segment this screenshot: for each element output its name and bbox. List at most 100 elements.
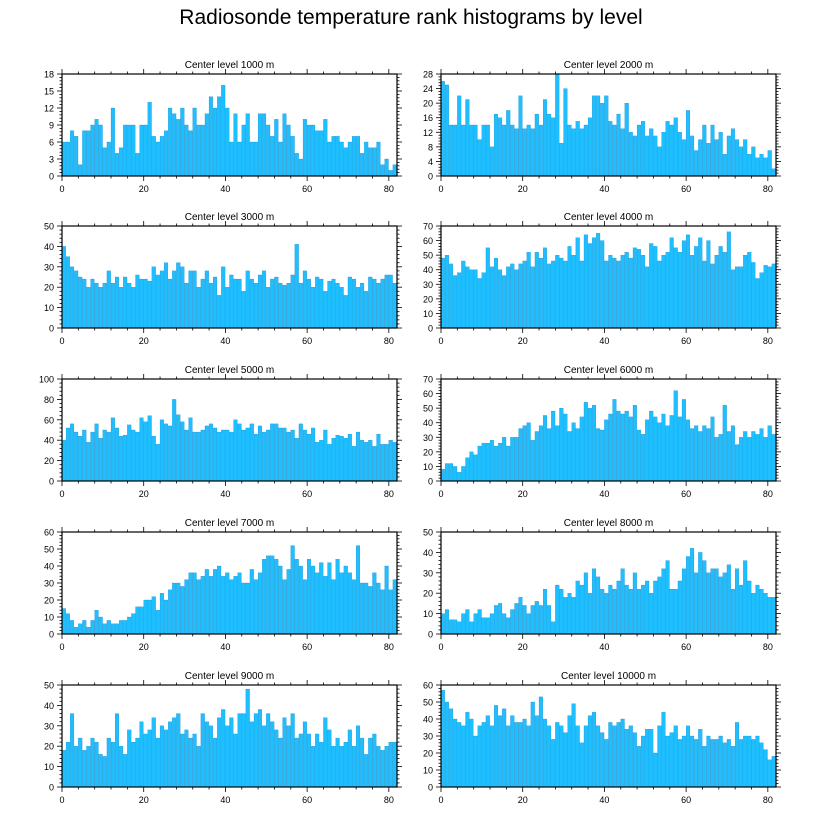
histogram-bar (90, 620, 95, 635)
histogram-bar (714, 437, 719, 482)
histogram-bar (217, 295, 222, 329)
histogram-bar (274, 423, 279, 482)
histogram-bar (74, 270, 79, 329)
histogram-bar (172, 113, 177, 177)
histogram-bar (702, 560, 707, 635)
histogram-bar (543, 415, 547, 482)
histogram-bar (710, 739, 715, 788)
histogram-bar (722, 572, 727, 635)
histogram-bar (78, 164, 83, 177)
histogram-bar (102, 147, 107, 177)
histogram-bar (714, 255, 719, 329)
histogram-bar (592, 712, 597, 788)
histogram-bar (604, 419, 609, 482)
histogram-bar (485, 124, 490, 177)
x-tick-label: 0 (59, 795, 64, 805)
x-tick-label: 60 (302, 795, 312, 805)
histogram-bar (645, 135, 650, 177)
histogram-bar (526, 252, 531, 329)
histogram-bar (192, 270, 197, 329)
x-tick-label: 40 (599, 642, 609, 652)
histogram-bar (274, 559, 279, 635)
histogram-bar (645, 580, 650, 635)
histogram-bar (233, 733, 238, 788)
y-tick-label: 50 (423, 698, 433, 708)
histogram-bar (351, 579, 356, 635)
y-tick-label: 0 (428, 630, 433, 640)
histogram-bar (164, 262, 168, 329)
x-tick-label: 40 (599, 795, 609, 805)
y-tick-label: 50 (44, 222, 54, 232)
histogram-bar (543, 588, 547, 635)
histogram-bar (114, 153, 119, 177)
histogram-bar (65, 741, 70, 788)
histogram-bar (685, 725, 690, 788)
histogram-bar (730, 425, 735, 482)
histogram-bar (319, 278, 324, 329)
histogram-bar (188, 417, 193, 482)
x-tick-label: 80 (384, 184, 394, 194)
histogram-bar (489, 440, 494, 482)
y-tick-label: 20 (44, 742, 54, 752)
histogram-bar (612, 257, 617, 329)
y-tick-label: 9 (49, 121, 54, 131)
histogram-bar (384, 565, 389, 635)
histogram-bar (290, 429, 295, 482)
histogram-bar (225, 287, 230, 329)
histogram-bar (755, 584, 760, 635)
histogram-bar (290, 545, 295, 635)
histogram-bar (477, 609, 482, 635)
histogram-bar (380, 589, 385, 635)
histogram-bar (526, 725, 531, 788)
histogram-bar (270, 136, 275, 177)
histogram-bar (110, 417, 115, 482)
histogram-bar (213, 427, 218, 482)
histogram-bar (282, 579, 287, 635)
histogram-bar (571, 255, 576, 329)
x-tick-label: 0 (438, 795, 443, 805)
histogram-bar (698, 237, 703, 329)
histogram-bar (176, 119, 181, 177)
histogram-bar (364, 754, 369, 788)
histogram-bar (771, 168, 776, 177)
histogram-bar (575, 428, 580, 482)
histogram-bar (192, 572, 197, 635)
histogram-bar (653, 752, 658, 788)
histogram-bar (632, 572, 637, 635)
y-tick-label: 70 (423, 375, 433, 385)
histogram-bar (628, 416, 633, 482)
histogram-bar (767, 266, 772, 329)
plot-frame (61, 684, 398, 788)
histogram-bar (444, 701, 449, 788)
histogram-bar (323, 576, 328, 635)
histogram-bar (694, 425, 699, 482)
histogram-bar (360, 153, 365, 177)
histogram-bar (331, 746, 336, 788)
histogram-bar (473, 735, 478, 788)
histogram-bar (575, 725, 580, 788)
histogram-bar (698, 431, 703, 482)
histogram-bar (555, 73, 560, 177)
histogram-bar (636, 249, 641, 329)
histogram-bar (249, 141, 254, 177)
y-tick-label: 30 (423, 433, 433, 443)
histogram-bar (229, 431, 234, 482)
histogram-bar (498, 715, 503, 788)
histogram-bar (522, 605, 527, 635)
histogram-bar (518, 722, 523, 788)
histogram-bar (767, 759, 772, 788)
histogram-bar (685, 110, 690, 177)
histogram-bar (706, 572, 711, 635)
histogram-bar (323, 717, 328, 788)
histogram-bar (351, 446, 356, 482)
histogram-bar (608, 121, 613, 177)
histogram-bar (518, 95, 523, 177)
histogram-bar (547, 113, 552, 177)
y-tick-label: 10 (423, 462, 433, 472)
histogram-bar (543, 99, 547, 177)
histogram-bar (217, 96, 222, 177)
histogram-bar (360, 582, 365, 635)
histogram-bar (465, 609, 470, 635)
histogram-bar (364, 442, 369, 482)
chart-title: Center level 6000 m (564, 365, 654, 376)
